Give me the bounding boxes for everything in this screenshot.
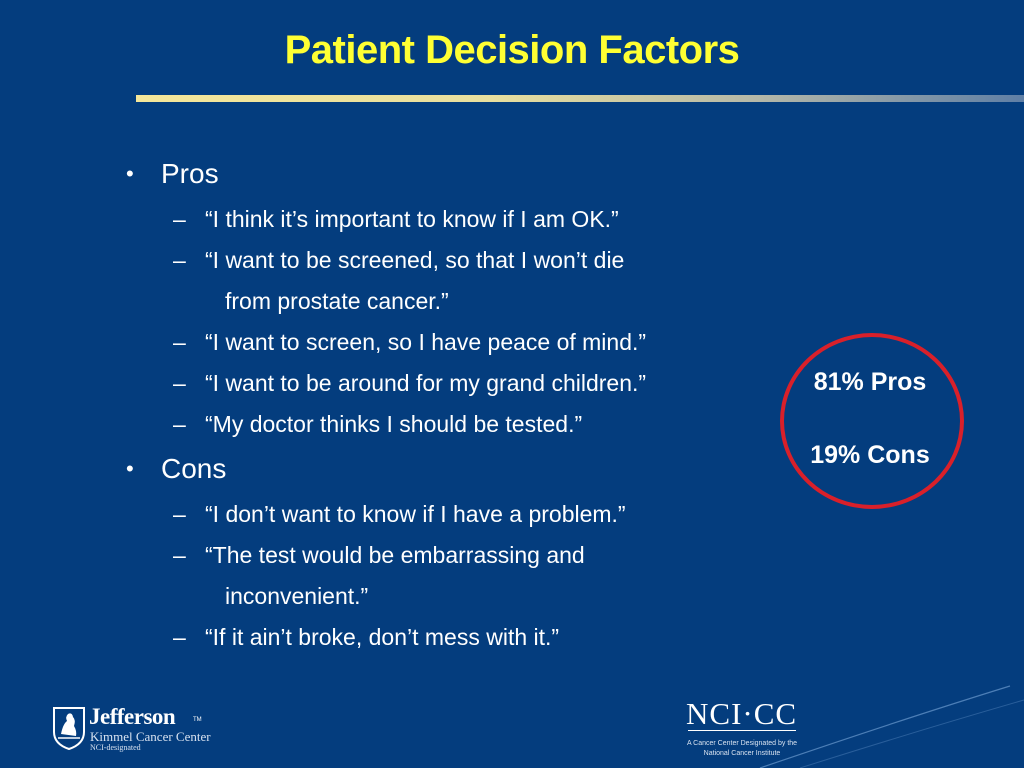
nci-logo: NCI·CC A Cancer Center Designated by the…: [680, 696, 804, 764]
bullet-glyph: •: [126, 456, 134, 481]
jefferson-trademark: TM: [193, 717, 202, 723]
title-underline: [136, 95, 1024, 102]
dash-glyph: –: [173, 542, 186, 568]
dash-glyph: –: [173, 624, 186, 650]
dash-glyph: –: [173, 370, 186, 396]
pros-percentage: 81% Pros: [813, 368, 927, 396]
pros-item-text: “I want to be around for my grand childr…: [205, 370, 647, 396]
cons-item-continuation: inconvenient.”: [225, 583, 369, 609]
jefferson-subtitle: Kimmel Cancer Center: [90, 729, 211, 744]
dash-glyph: –: [173, 329, 186, 355]
dash-glyph: –: [173, 411, 186, 437]
pros-item-text: “I want to screen, so I have peace of mi…: [205, 329, 647, 355]
nci-name: NCI·CC: [686, 696, 798, 731]
cons-item-text: “If it ain’t broke, don’t mess with it.”: [205, 624, 560, 650]
cons-percentage: 19% Cons: [810, 441, 930, 469]
pros-item-text: “I think it’s important to know if I am …: [205, 206, 619, 232]
jefferson-name: Jefferson: [89, 704, 176, 729]
pros-heading: Pros: [161, 158, 219, 189]
cons-item-text: “I don’t want to know if I have a proble…: [205, 501, 626, 527]
jefferson-tag: NCI-designated: [90, 743, 141, 752]
cons-heading: Cons: [161, 453, 227, 484]
nci-divider: [688, 730, 796, 731]
pros-item-text: “I want to be screened, so that I won’t …: [205, 247, 625, 273]
pros-item-text: “My doctor thinks I should be tested.”: [205, 411, 583, 437]
bullet-glyph: •: [126, 161, 134, 186]
dash-glyph: –: [173, 206, 186, 232]
pros-item-continuation: from prostate cancer.”: [225, 288, 449, 314]
slide-title: Patient Decision Factors: [284, 28, 740, 72]
nci-caption-line1: A Cancer Center Designated by the: [686, 740, 798, 747]
jefferson-logo: Jefferson TM Kimmel Cancer Center NCI-de…: [52, 702, 252, 758]
dash-glyph: –: [173, 247, 186, 273]
cons-item-text: “The test would be embarrassing and: [205, 542, 585, 568]
dash-glyph: –: [173, 501, 186, 527]
jefferson-crest-icon: [53, 707, 85, 750]
stats-circle: [780, 333, 964, 509]
nci-caption-line2: National Cancer Institute: [703, 750, 781, 757]
